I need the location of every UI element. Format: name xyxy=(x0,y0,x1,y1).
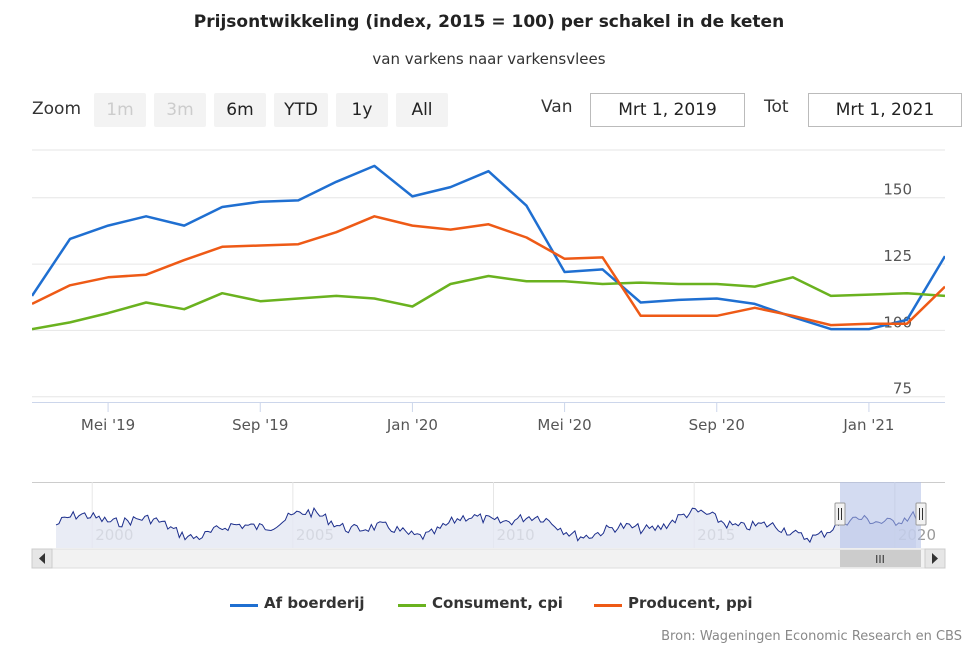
credits-text[interactable]: Bron: Wageningen Economic Research en CB… xyxy=(661,629,962,644)
zoom-3m-button[interactable]: 3m xyxy=(154,93,206,127)
from-date-input[interactable] xyxy=(590,93,745,127)
chart-subtitle: van varkens naar varkensvlees xyxy=(372,50,606,68)
navigator-series-line xyxy=(55,506,917,544)
arrow-left-icon xyxy=(39,553,45,564)
zoom-1m-button[interactable]: 1m xyxy=(94,93,146,127)
x-tick-label: Sep '19 xyxy=(232,416,288,434)
x-tick-label: Jan '20 xyxy=(386,416,438,434)
navigator-right-handle[interactable] xyxy=(915,502,927,526)
legend-label-consument: Consument, cpi xyxy=(432,594,563,612)
chart-title: Prijsontwikkeling (index, 2015 = 100) pe… xyxy=(193,12,785,32)
scrollbar-thumb[interactable] xyxy=(840,550,921,567)
navigator-selected-range[interactable] xyxy=(840,482,921,548)
y-tick-label-75: 75 xyxy=(893,380,912,398)
y-tick-label-125: 125 xyxy=(883,247,912,265)
navigator-scrollbar[interactable]: III xyxy=(31,548,946,569)
scrollbar-grip: III xyxy=(875,553,885,566)
legend-label-producent: Producent, ppi xyxy=(628,594,753,612)
zoom-ytd-button[interactable]: YTD xyxy=(274,93,328,127)
zoom-all-button[interactable]: All xyxy=(396,93,448,127)
zoom-6m-button[interactable]: 6m xyxy=(214,93,266,127)
series-af-boerderij[interactable] xyxy=(32,164,945,331)
arrow-right-icon xyxy=(932,553,938,564)
navigator-area xyxy=(56,508,916,548)
legend-swatch-af-boerderij xyxy=(230,604,258,607)
legend-swatch-consument xyxy=(398,604,426,607)
y-tick-label-150: 150 xyxy=(883,181,912,199)
series-producent[interactable] xyxy=(32,215,945,327)
to-date-label: Tot xyxy=(764,97,789,117)
grid-lines xyxy=(32,149,945,398)
to-date-input[interactable] xyxy=(808,93,962,127)
x-tick-label: Sep '20 xyxy=(689,416,745,434)
legend-label-af-boerderij: Af boerderij xyxy=(264,594,365,612)
x-tick-label: Jan '21 xyxy=(842,416,894,434)
x-axis: Mei '19 Sep '19 Jan '20 Mei '20 Sep '20 Jan '… xyxy=(32,402,945,434)
from-date-label: Van xyxy=(541,97,573,117)
series-lines xyxy=(32,164,945,331)
x-tick-label: Mei '20 xyxy=(537,416,591,434)
zoom-label: Zoom xyxy=(32,99,82,119)
navigator-left-handle[interactable] xyxy=(834,502,846,526)
series-consument[interactable] xyxy=(32,274,945,331)
x-tick-label: Mei '19 xyxy=(81,416,135,434)
zoom-1y-button[interactable]: 1y xyxy=(336,93,388,127)
legend-swatch-producent xyxy=(594,604,622,607)
navigator[interactable]: 20002005201020152020III xyxy=(31,482,946,569)
